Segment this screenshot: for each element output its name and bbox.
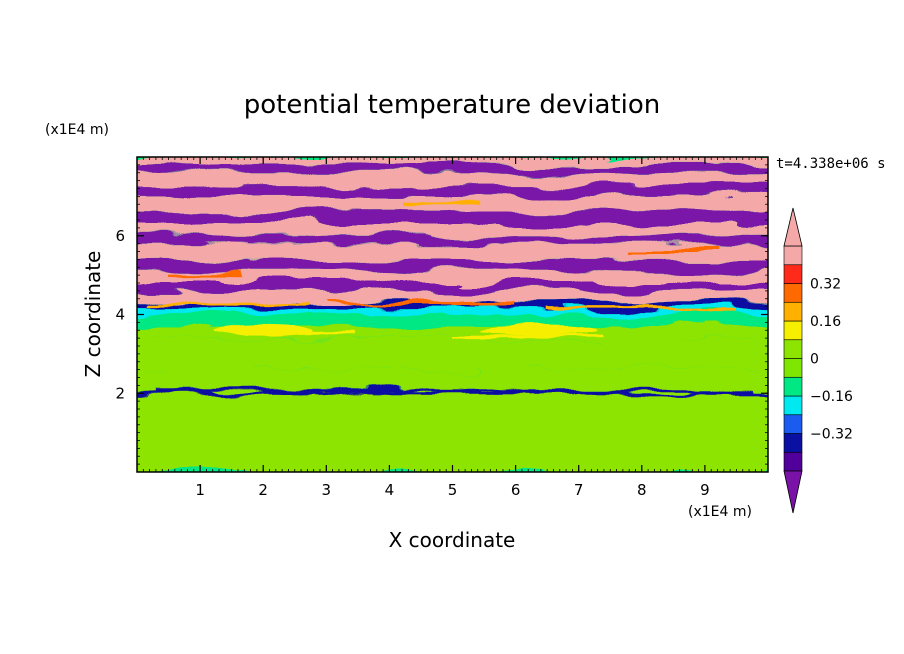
field-cell (484, 325, 598, 335)
field-band (137, 164, 768, 173)
colorbar-swatch (783, 358, 803, 378)
colorbar-label: 0.32 (810, 277, 841, 293)
x-unit-label: (x1E4 m) (688, 504, 752, 520)
y-axis-title: Z coordinate (81, 251, 105, 378)
chart-title: potential temperature deviation (244, 90, 660, 120)
time-label: t=4.338e+06 s (776, 156, 886, 172)
colorbar-swatch (783, 320, 803, 341)
field-cell (275, 342, 403, 366)
x-tick-label: 3 (322, 481, 332, 499)
x-tick-label: 8 (637, 481, 647, 499)
field-filament (155, 389, 756, 393)
field-band (137, 259, 768, 272)
field-filament (452, 334, 604, 338)
field-cell (307, 436, 396, 469)
colorbar-swatch (783, 283, 803, 303)
colorbar-over-arrow (783, 207, 803, 247)
x-ticks: 1 2 3 4 5 6 7 8 9 (136, 157, 769, 499)
colorbar-swatch (783, 245, 803, 266)
field-band (137, 290, 768, 303)
plot-area (137, 157, 768, 472)
y-tick-label: 6 (115, 227, 125, 245)
colorbar-label: 0.16 (810, 314, 841, 330)
x-tick-label: 1 (195, 481, 205, 499)
x-tick-label: 5 (448, 481, 458, 499)
field-band (137, 243, 768, 260)
field-band (137, 172, 768, 185)
field-cell (269, 405, 333, 453)
field-band (137, 283, 768, 291)
field-filament (629, 250, 718, 253)
field-band (137, 391, 768, 395)
x-tick-label: 6 (511, 481, 521, 499)
field-cell (591, 338, 718, 362)
field-band (137, 326, 768, 339)
field-cell (433, 346, 548, 370)
field-cell (143, 349, 257, 374)
field-band (137, 212, 768, 224)
colorbar-swatch (783, 433, 803, 453)
field-filament (231, 330, 358, 334)
field-band (137, 223, 768, 236)
x-tick-label: 2 (258, 481, 268, 499)
colorbar-swatch (783, 451, 803, 472)
colorbar-swatch (783, 376, 803, 397)
field-filament (168, 273, 245, 277)
field-blobs (137, 202, 756, 472)
band-layer (137, 157, 768, 472)
field-band (137, 302, 768, 309)
field-band (137, 271, 768, 283)
field-cell (667, 409, 743, 457)
axes: 1 2 3 4 5 6 7 8 9 2 4 6 (115, 156, 769, 499)
field-filament (402, 202, 478, 206)
y-unit-label: (x1E4 m) (45, 122, 109, 138)
field-cell (376, 409, 453, 457)
colorbar-swatch (783, 301, 803, 322)
y-tick-label: 2 (115, 384, 125, 402)
field-band (137, 369, 768, 392)
colorbar-label: 0 (810, 352, 819, 368)
field-cell (585, 428, 674, 469)
colorbar-under-arrow (783, 470, 803, 514)
colorbar-swatch (783, 339, 803, 359)
colorbar-swatch (783, 414, 803, 434)
y-ticks: 2 4 6 (115, 156, 768, 473)
field-cell (212, 324, 314, 337)
y-tick-label: 4 (115, 306, 125, 324)
field-filament (326, 301, 516, 305)
field-cell (137, 409, 201, 465)
colorbar-swatch (783, 395, 803, 416)
cell-layer (137, 202, 756, 472)
field-filament (547, 305, 737, 309)
colorbar: 0.32 0.16 0 −0.16 −0.32 (783, 207, 853, 514)
field-band (137, 184, 768, 197)
x-tick-label: 4 (385, 481, 395, 499)
field-cell (446, 424, 510, 465)
field-filament (149, 303, 308, 307)
field-band (137, 314, 768, 327)
field-bands (137, 157, 768, 472)
x-axis-title: X coordinate (389, 528, 516, 552)
field-cell (200, 428, 276, 469)
colorbar-swatch (783, 264, 803, 284)
field-band (137, 235, 768, 244)
field-band (137, 308, 768, 315)
field-cell (528, 401, 579, 472)
x-tick-label: 9 (700, 481, 710, 499)
colorbar-label: −0.16 (810, 389, 853, 405)
colorbar-label: −0.32 (810, 427, 853, 443)
x-tick-label: 7 (574, 481, 584, 499)
